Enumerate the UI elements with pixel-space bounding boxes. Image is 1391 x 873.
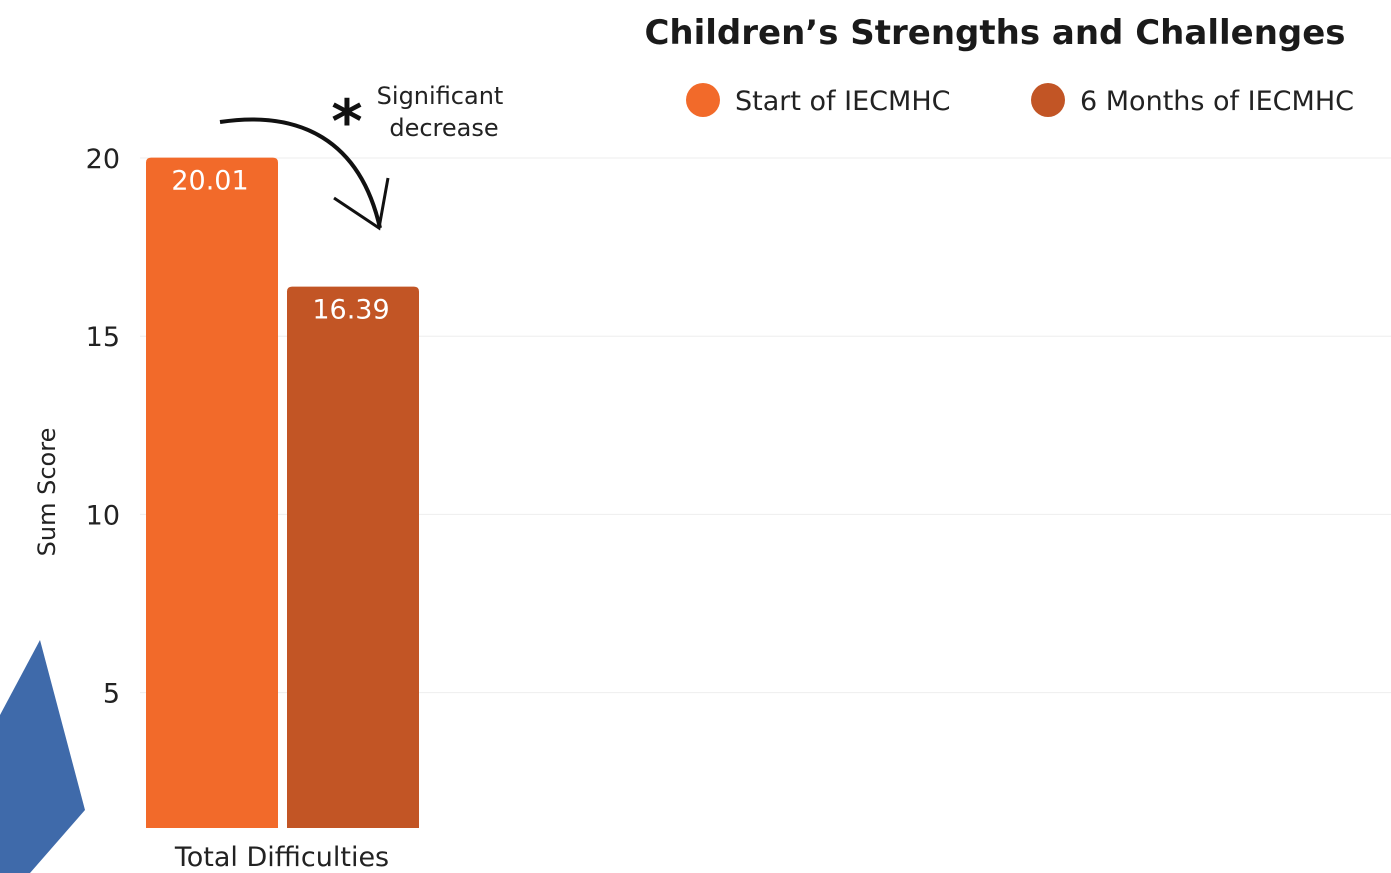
significance-annotation: * Significant decrease <box>219 82 504 231</box>
legend: Start of IECMHC 6 Months of IECMHC <box>686 83 1354 117</box>
y-tick-label-5: 5 <box>103 679 120 710</box>
significance-asterisk: * <box>331 87 362 157</box>
curved-arrow-icon <box>219 117 382 229</box>
data-label-six-months: 16.39 <box>312 295 389 326</box>
y-tick-label-10: 10 <box>86 500 120 531</box>
bar-six-months <box>287 286 419 828</box>
legend-marker-six-months <box>1031 83 1065 117</box>
legend-label-six-months: 6 Months of IECMHC <box>1080 86 1354 117</box>
data-label-start: 20.01 <box>171 166 248 197</box>
data-labels: 20.01 16.39 <box>171 166 389 326</box>
chart-title: Children’s Strengths and Challenges <box>644 13 1345 53</box>
y-tick-label-20: 20 <box>86 144 120 175</box>
y-tick-label-15: 15 <box>86 322 120 353</box>
arrow-head-icon <box>333 177 390 231</box>
annotation-line-1: Significant <box>377 82 504 110</box>
legend-marker-start <box>686 83 720 117</box>
bars <box>146 157 419 828</box>
x-category-label: Total Difficulties <box>174 842 389 873</box>
legend-label-start: Start of IECMHC <box>735 86 950 117</box>
decorative-blue-shape <box>0 640 85 873</box>
y-axis-ticks: 5 10 15 20 <box>86 144 120 710</box>
bar-start <box>146 157 278 828</box>
y-axis-label: Sum Score <box>33 428 61 557</box>
annotation-line-2: decrease <box>389 114 498 142</box>
